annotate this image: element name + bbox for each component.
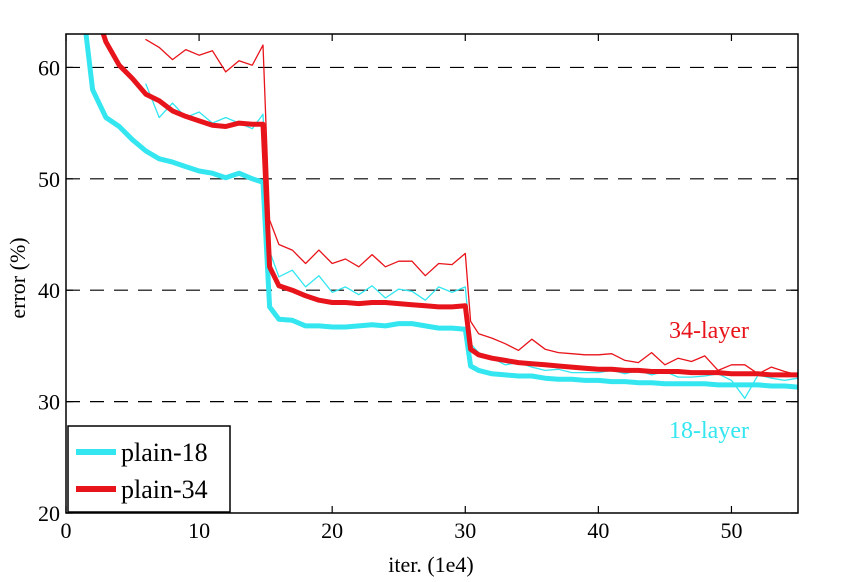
annotation-18-layer: 18-layer [669,418,749,444]
x-tick-label-10: 10 [188,518,210,543]
x-axis-label: iter. (1e4) [388,552,474,577]
x-tick-label-50: 50 [720,518,742,543]
y-axis-label: error (%) [5,237,30,318]
series-line-plain-34-val [100,34,798,378]
series-line-plain-18-val [83,34,798,390]
x-tick-label-40: 40 [587,518,609,543]
x-tick-label-20: 20 [321,518,343,543]
y-tick-label-20: 20 [38,501,60,526]
annotation-34-layer: 34-layer [669,318,749,344]
legend-label-plain-18: plain-18 [121,438,208,467]
series-group [83,34,798,399]
legend-label-plain-34: plain-34 [121,475,208,504]
y-tick-label-50: 50 [38,167,60,192]
legend-box [67,425,231,513]
x-tick-label-30: 30 [454,518,476,543]
legend: plain-18 plain-34 [67,425,231,513]
y-tick-label-60: 60 [38,55,60,80]
gridlines [66,66,798,403]
y-tick-label-30: 30 [38,390,60,415]
series-line-plain-34-train [145,38,798,376]
axis-ticks: 0 10 20 30 40 50 20 30 40 50 60 [38,34,798,543]
x-tick-label-0: 0 [61,518,72,543]
plot-frame [65,33,799,514]
y-tick-label-40: 40 [38,278,60,303]
